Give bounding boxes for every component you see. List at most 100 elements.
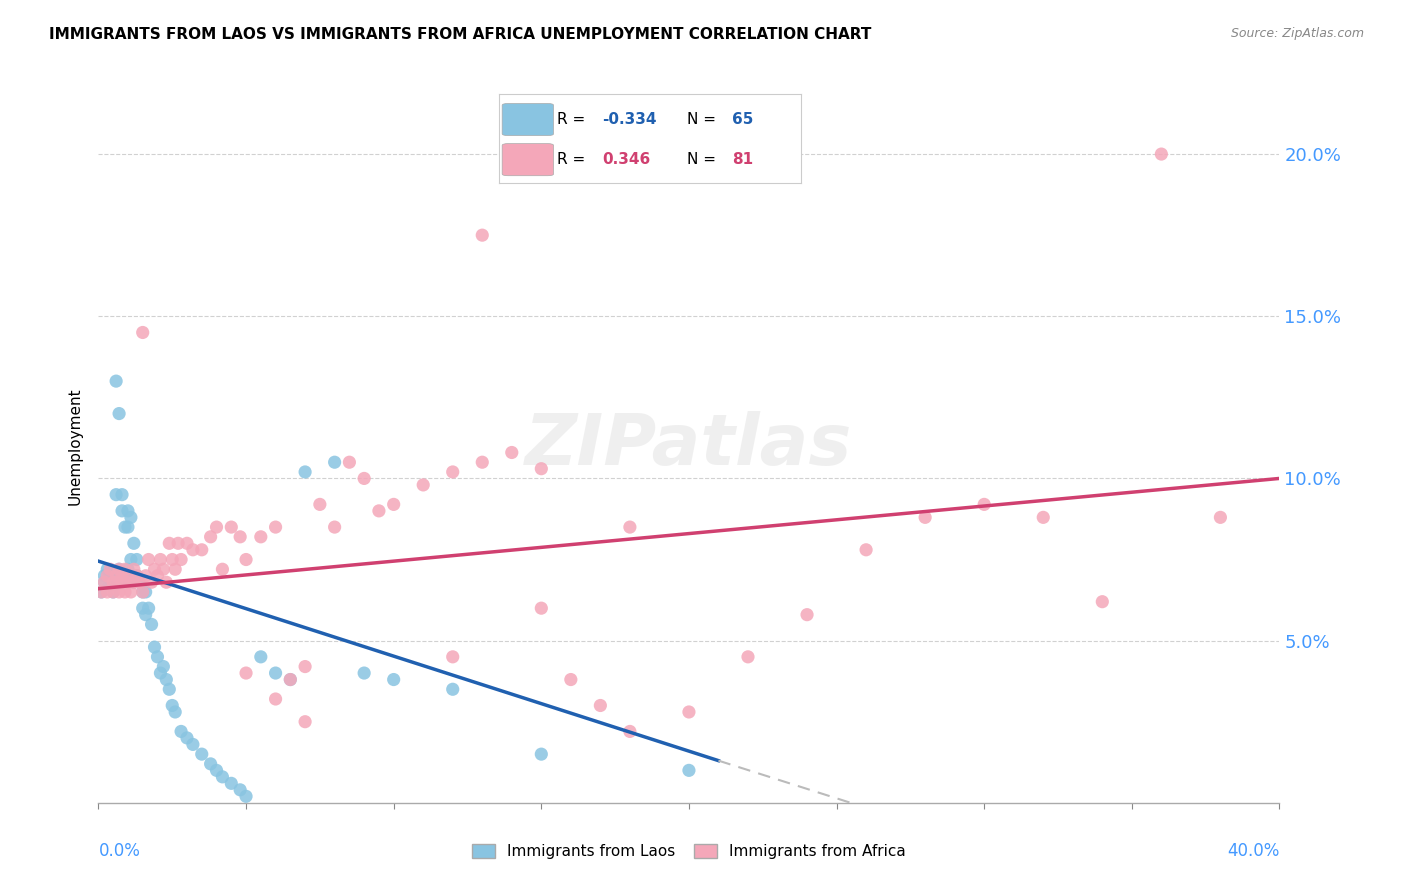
Point bbox=[619, 724, 641, 739]
Point bbox=[221, 776, 243, 790]
Point bbox=[1032, 510, 1054, 524]
Point bbox=[125, 552, 148, 566]
Point bbox=[108, 585, 131, 599]
Point bbox=[120, 552, 142, 566]
Text: 40.0%: 40.0% bbox=[1227, 842, 1279, 860]
Point bbox=[221, 520, 243, 534]
Point bbox=[111, 488, 134, 502]
Point bbox=[143, 640, 166, 654]
Point bbox=[114, 562, 136, 576]
Point bbox=[250, 530, 273, 544]
Point bbox=[132, 326, 155, 340]
Point bbox=[152, 659, 174, 673]
Point bbox=[530, 601, 553, 615]
Point bbox=[117, 575, 139, 590]
Point bbox=[114, 585, 136, 599]
Text: R =: R = bbox=[557, 112, 589, 127]
Point bbox=[176, 731, 198, 745]
Point bbox=[165, 705, 187, 719]
Point bbox=[264, 520, 287, 534]
Point bbox=[135, 607, 157, 622]
Point bbox=[339, 455, 361, 469]
Point bbox=[412, 478, 434, 492]
Text: N =: N = bbox=[686, 112, 720, 127]
Point bbox=[103, 575, 125, 590]
Point bbox=[280, 673, 302, 687]
Point bbox=[93, 568, 115, 582]
Point bbox=[200, 530, 222, 544]
Point bbox=[737, 649, 759, 664]
Point bbox=[323, 455, 346, 469]
Point bbox=[108, 562, 131, 576]
Point bbox=[323, 520, 346, 534]
Text: 0.0%: 0.0% bbox=[98, 842, 141, 860]
Point bbox=[93, 575, 115, 590]
Point bbox=[120, 585, 142, 599]
Point bbox=[353, 666, 375, 681]
FancyBboxPatch shape bbox=[502, 144, 554, 176]
Point bbox=[149, 666, 172, 681]
Point bbox=[96, 562, 118, 576]
Point bbox=[211, 770, 233, 784]
Point bbox=[165, 562, 187, 576]
Point bbox=[471, 228, 494, 243]
Point bbox=[619, 520, 641, 534]
Text: 0.346: 0.346 bbox=[602, 153, 650, 167]
Point bbox=[170, 552, 193, 566]
Point bbox=[96, 585, 118, 599]
Point bbox=[143, 562, 166, 576]
Text: IMMIGRANTS FROM LAOS VS IMMIGRANTS FROM AFRICA UNEMPLOYMENT CORRELATION CHART: IMMIGRANTS FROM LAOS VS IMMIGRANTS FROM … bbox=[49, 27, 872, 42]
Point bbox=[155, 673, 177, 687]
Point bbox=[382, 673, 405, 687]
Point bbox=[105, 575, 128, 590]
Point bbox=[678, 764, 700, 778]
Point bbox=[90, 585, 112, 599]
Point bbox=[205, 520, 228, 534]
Point bbox=[855, 542, 877, 557]
Point bbox=[135, 585, 157, 599]
Point bbox=[235, 552, 257, 566]
Point bbox=[382, 497, 405, 511]
Point bbox=[103, 568, 125, 582]
Point bbox=[128, 575, 150, 590]
Point bbox=[103, 585, 125, 599]
Point bbox=[138, 601, 160, 615]
Point bbox=[530, 461, 553, 475]
Point bbox=[157, 536, 180, 550]
Point bbox=[205, 764, 228, 778]
Point bbox=[973, 497, 995, 511]
Point bbox=[176, 536, 198, 550]
Point bbox=[309, 497, 332, 511]
Point bbox=[162, 552, 183, 566]
Point bbox=[117, 504, 139, 518]
Point bbox=[1091, 595, 1114, 609]
Point bbox=[108, 407, 131, 421]
Text: N =: N = bbox=[686, 153, 720, 167]
Text: 65: 65 bbox=[733, 112, 754, 127]
Point bbox=[128, 575, 150, 590]
Point bbox=[105, 374, 128, 388]
Text: R =: R = bbox=[557, 153, 595, 167]
Text: -0.334: -0.334 bbox=[602, 112, 657, 127]
Point bbox=[560, 673, 582, 687]
Point bbox=[93, 575, 115, 590]
Point bbox=[125, 568, 148, 582]
Point bbox=[167, 536, 190, 550]
Point bbox=[146, 649, 169, 664]
Point bbox=[796, 607, 818, 622]
Point bbox=[235, 666, 257, 681]
Point bbox=[105, 488, 128, 502]
Point bbox=[135, 568, 157, 582]
Point bbox=[103, 575, 125, 590]
Point bbox=[294, 659, 316, 673]
Point bbox=[250, 649, 273, 664]
Point bbox=[471, 455, 494, 469]
Text: 81: 81 bbox=[733, 153, 754, 167]
Point bbox=[1209, 510, 1232, 524]
Point bbox=[141, 575, 163, 590]
Point bbox=[441, 465, 464, 479]
Point bbox=[141, 617, 163, 632]
Point bbox=[111, 575, 134, 590]
Point bbox=[1150, 147, 1173, 161]
Point bbox=[155, 575, 177, 590]
